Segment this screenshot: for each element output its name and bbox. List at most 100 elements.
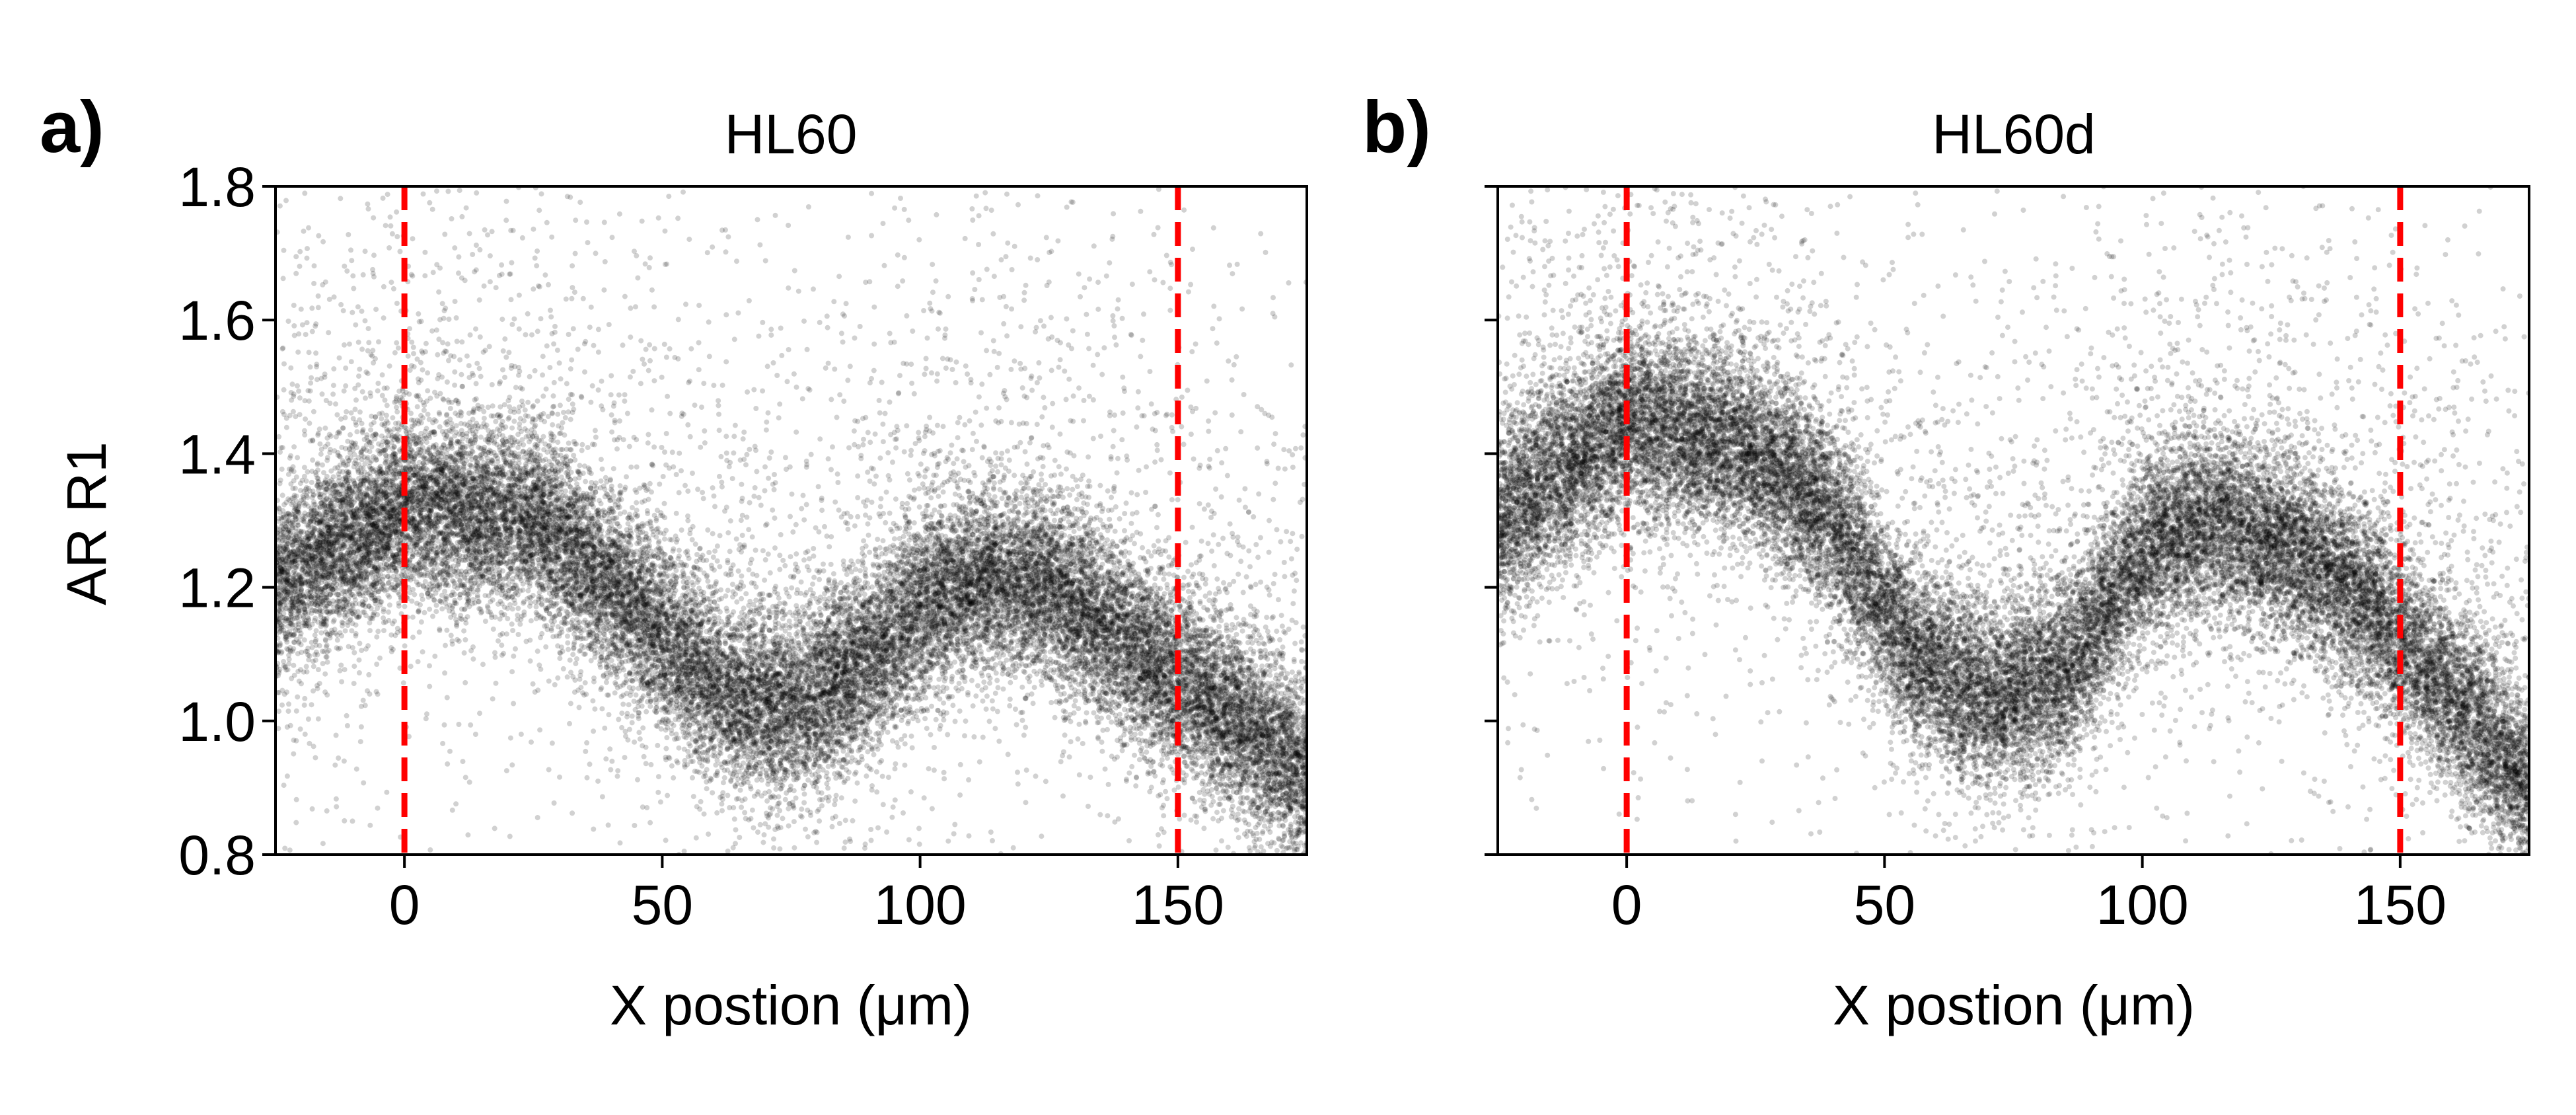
scatter-point xyxy=(533,604,539,610)
scatter-point xyxy=(822,523,827,529)
scatter-point xyxy=(737,787,743,793)
scatter-point xyxy=(791,268,797,274)
scatter-point xyxy=(872,546,878,552)
scatter-point xyxy=(550,404,556,410)
scatter-point xyxy=(858,568,863,574)
scatter-point xyxy=(1231,362,1237,367)
scatter-point xyxy=(661,578,667,584)
scatter-point xyxy=(808,714,814,720)
scatter-point xyxy=(723,593,729,599)
scatter-point xyxy=(969,677,975,683)
scatter-point xyxy=(1151,231,1157,237)
scatter-point xyxy=(836,507,842,513)
scatter-point xyxy=(1062,368,1068,374)
scatter-point xyxy=(695,486,701,492)
scatter-point xyxy=(1188,432,1194,437)
scatter-point xyxy=(657,481,663,487)
scatter-point xyxy=(410,344,416,350)
scatter-point xyxy=(739,481,745,487)
scatter-point xyxy=(570,401,575,407)
scatter-point xyxy=(1033,773,1039,779)
scatter-point xyxy=(976,759,982,765)
scatter-point xyxy=(957,792,963,798)
scatter-point xyxy=(305,716,311,722)
scatter-point xyxy=(643,761,649,767)
scatter-point xyxy=(789,491,795,497)
scatter-point xyxy=(873,744,879,750)
scatter-point xyxy=(1175,677,1181,683)
scatter-point xyxy=(364,456,370,462)
scatter-point xyxy=(1060,749,1066,755)
scatter-point xyxy=(874,789,880,795)
scatter-point xyxy=(779,352,785,358)
scatter-point xyxy=(1166,554,1172,560)
scatter-point xyxy=(1064,204,1070,210)
scatter-point xyxy=(845,526,851,532)
scatter-point xyxy=(1255,555,1261,560)
scatter-point xyxy=(1131,604,1137,610)
scatter-point xyxy=(1181,812,1187,818)
scatter-point xyxy=(701,661,707,666)
scatter-point xyxy=(952,659,957,665)
scatter-point xyxy=(566,646,571,652)
scatter-point xyxy=(918,461,924,467)
scatter-point xyxy=(723,450,729,456)
scatter-point xyxy=(425,555,431,561)
scatter-point xyxy=(1067,658,1073,664)
scatter-point xyxy=(992,726,998,732)
scatter-point xyxy=(1179,424,1185,430)
scatter-point xyxy=(986,718,992,724)
scatter-point xyxy=(284,773,290,779)
scatter-point xyxy=(433,327,439,333)
scatter-point xyxy=(363,513,369,519)
scatter-point xyxy=(673,472,679,477)
scatter-point xyxy=(302,731,308,737)
scatter-point xyxy=(725,848,731,854)
scatter-point xyxy=(1058,471,1064,477)
scatter-point xyxy=(677,616,682,622)
scatter-point xyxy=(530,681,536,687)
scatter-point xyxy=(330,383,336,389)
scatter-point xyxy=(619,724,625,730)
scatter-point xyxy=(560,420,566,426)
scatter-point xyxy=(725,530,731,536)
scatter-point xyxy=(438,466,444,472)
scatter-point xyxy=(388,555,394,560)
scatter-point xyxy=(673,510,679,516)
scatter-point xyxy=(1042,599,1048,605)
scatter-point xyxy=(1086,454,1091,460)
scatter-point xyxy=(330,587,336,593)
scatter-point xyxy=(393,471,399,477)
scatter-point xyxy=(460,482,466,488)
scatter-point xyxy=(311,280,317,286)
scatter-point xyxy=(320,841,326,847)
scatter-point xyxy=(763,427,769,433)
scatter-point xyxy=(1012,675,1018,680)
scatter-point xyxy=(473,326,478,332)
scatter-point xyxy=(546,767,552,773)
scatter-point xyxy=(821,561,826,567)
scatter-point xyxy=(645,432,651,438)
scatter-point xyxy=(706,639,712,645)
scatter-point xyxy=(493,285,499,291)
scatter-point xyxy=(879,773,885,779)
scatter-point xyxy=(667,410,673,416)
scatter-point xyxy=(953,359,959,365)
scatter-point xyxy=(1191,634,1197,640)
scatter-point xyxy=(1271,442,1277,447)
scatter-point xyxy=(580,295,586,301)
scatter-point xyxy=(870,628,875,634)
scatter-point xyxy=(1066,376,1072,382)
scatter-point xyxy=(685,518,691,523)
scatter-point xyxy=(980,734,986,740)
scatter-point xyxy=(602,582,608,588)
scatter-point xyxy=(444,627,450,633)
scatter-point xyxy=(427,200,433,206)
scatter-point xyxy=(551,379,557,385)
scatter-point xyxy=(1193,699,1199,705)
scatter-point xyxy=(1084,311,1089,317)
scatter-point xyxy=(499,495,505,500)
scatter-point xyxy=(894,560,900,566)
scatter-point xyxy=(1257,757,1263,763)
scatter-point xyxy=(705,527,711,533)
